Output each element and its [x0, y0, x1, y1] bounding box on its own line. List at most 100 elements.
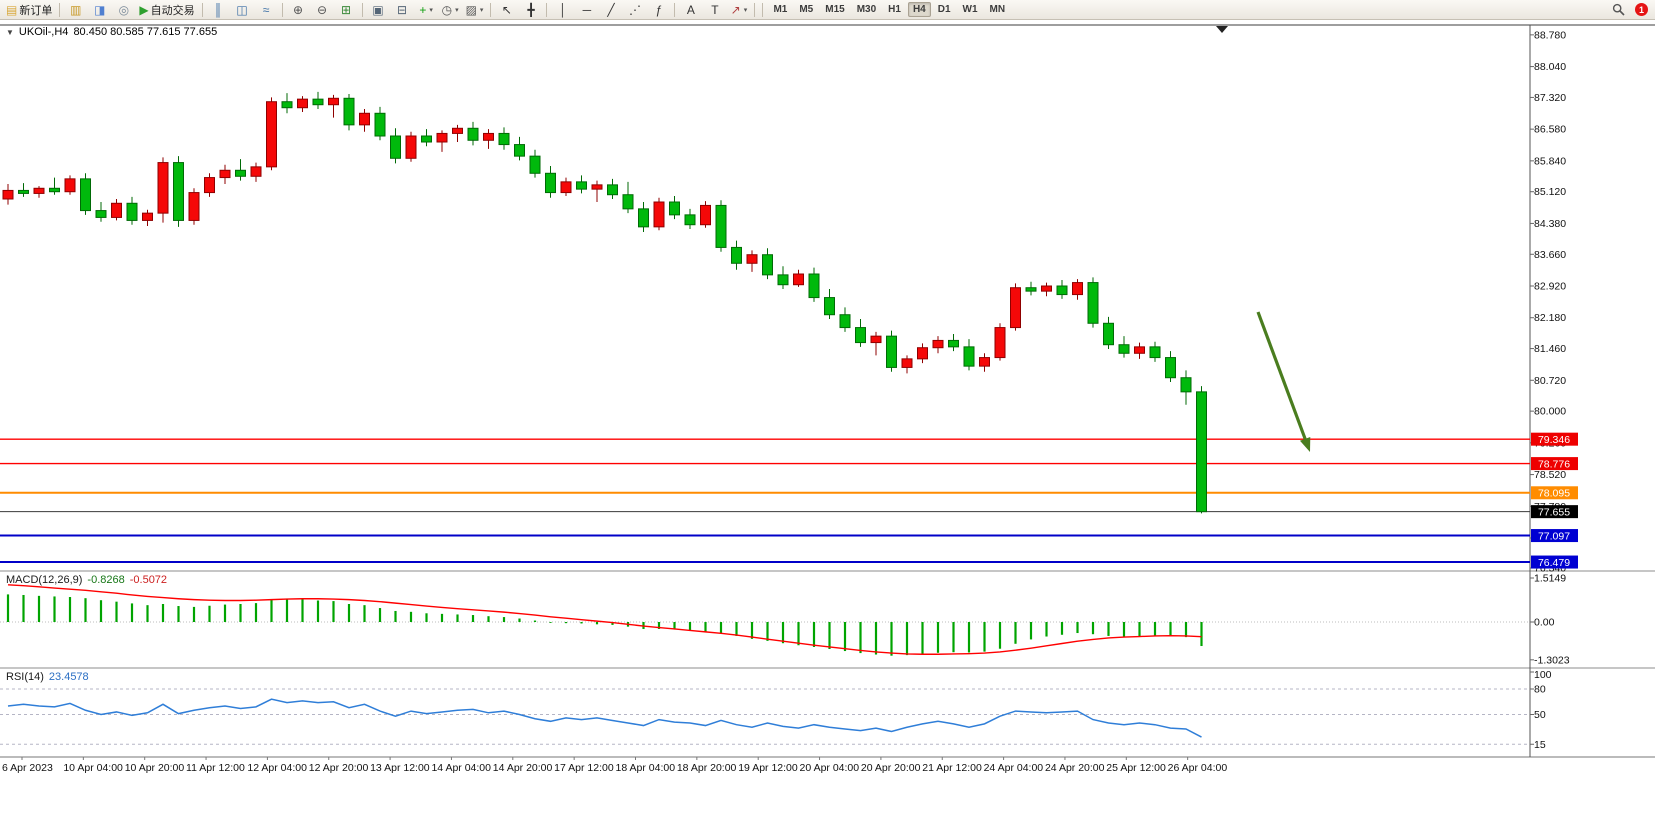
- candle: [591, 180, 603, 202]
- candle-body: [1165, 357, 1176, 379]
- trend-arrow-head: [1299, 436, 1311, 452]
- candle: [421, 129, 432, 147]
- candle-body: [979, 357, 990, 367]
- time-axis[interactable]: 6 Apr 2023 10 Apr 04:00 10 Apr 20:00 11 Apr…: [2, 757, 1227, 774]
- candle-body: [948, 339, 959, 348]
- charts-icon: ▥: [70, 2, 82, 17]
- trend-arrow[interactable]: [1256, 311, 1311, 452]
- candle: [1072, 279, 1083, 300]
- candle-body: [1025, 287, 1037, 292]
- vertical-line-button[interactable]: │: [551, 0, 574, 19]
- zoom-in-button[interactable]: ⊕: [287, 0, 310, 19]
- candlestick-chart-button[interactable]: ◫: [231, 0, 254, 19]
- text-button[interactable]: A: [679, 0, 702, 19]
- candle: [622, 181, 634, 214]
- price-label: 80.720: [1534, 375, 1566, 387]
- text-label-button[interactable]: T: [703, 0, 726, 19]
- candle-body: [1087, 282, 1099, 324]
- timeframe-mn[interactable]: MN: [989, 4, 1006, 15]
- channel-button[interactable]: ⋰: [623, 0, 646, 19]
- candle-body: [188, 192, 200, 221]
- timeframe-h4[interactable]: H4: [907, 2, 931, 17]
- timeframe-m1[interactable]: M1: [773, 4, 788, 15]
- timeframe-m30[interactable]: M30: [856, 4, 877, 15]
- candle-body: [405, 135, 417, 159]
- charts-button[interactable]: ▥: [64, 0, 87, 19]
- candle: [746, 250, 758, 272]
- one-click-trading-icon[interactable]: ▼: [6, 27, 14, 37]
- tile-windows-button[interactable]: ⊞: [335, 0, 358, 19]
- price-badge-text: 79.346: [1538, 434, 1570, 446]
- chart-canvas[interactable]: 88.780 88.040 87.320 86.580 85.840 85.120 84.3…: [0, 20, 1655, 825]
- fibonacci-button[interactable]: ƒ: [647, 0, 670, 19]
- templates-button[interactable]: ▨ ▾: [463, 0, 487, 19]
- timeframe-d1[interactable]: D1: [937, 4, 951, 15]
- timeframe-w1[interactable]: W1: [962, 4, 978, 15]
- chevron-down-icon: ▾: [479, 6, 484, 14]
- toolbar: ▤ 新订单 ▥ ◨ ◎ ▶ 自动交易 ║ ◫ ≈ ⊕ ⊖ ⊞ ▣ ⊟ + ▾ ◷ ▾ ▨ ▾ ↖ ╋ │ ─ ╱ ⋰ ƒ A T ↗ ▾ M1…: [0, 0, 1655, 20]
- candle: [80, 173, 91, 215]
- tile-horizontal-icon: ⊟: [397, 2, 408, 17]
- candle: [126, 196, 138, 225]
- candle: [886, 330, 897, 372]
- navigator-button[interactable]: ◎: [112, 0, 135, 19]
- price-badge-text: 78.776: [1538, 458, 1570, 470]
- crosshair-button[interactable]: ╋: [519, 0, 542, 19]
- search-button[interactable]: [1607, 0, 1630, 19]
- timeframe-h1[interactable]: H1: [888, 4, 901, 15]
- candle-body: [1041, 285, 1052, 292]
- line-chart-button[interactable]: ≈: [255, 0, 278, 19]
- indicators-button[interactable]: + ▾: [415, 0, 438, 19]
- horizontal-line-button[interactable]: ─: [575, 0, 598, 19]
- auto-trading-button[interactable]: ▶ 自动交易: [136, 0, 197, 19]
- bar-chart-button[interactable]: ║: [207, 0, 230, 19]
- toolbar-separator: [361, 2, 363, 17]
- candle: [204, 173, 215, 197]
- price-badge: 76.479: [1531, 555, 1578, 569]
- candle-body: [219, 169, 231, 179]
- price-label: 85.120: [1534, 186, 1566, 198]
- candle-body: [250, 166, 262, 177]
- candle: [514, 136, 525, 161]
- toolbar-separator: [281, 2, 283, 17]
- timeframe-m5[interactable]: M5: [799, 4, 814, 15]
- candle-body: [839, 314, 851, 329]
- market-watch-icon: ◨: [94, 2, 106, 17]
- new-order-button[interactable]: ▤ 新订单: [3, 0, 55, 19]
- market-watch-button[interactable]: ◨: [88, 0, 111, 19]
- tile-horizontal-button[interactable]: ⊟: [391, 0, 414, 19]
- candle: [390, 128, 401, 164]
- fibonacci-icon: ƒ: [655, 2, 663, 17]
- candle-body: [49, 187, 60, 193]
- candle: [1149, 341, 1161, 362]
- candle-body: [591, 184, 603, 190]
- cascade-windows-button[interactable]: ▣: [367, 0, 390, 19]
- candle-body: [514, 144, 525, 157]
- time-label: 20 Apr 20:00: [861, 762, 921, 774]
- timeframe-m15[interactable]: M15: [825, 4, 845, 15]
- candle: [266, 97, 277, 171]
- candle: [917, 343, 928, 364]
- candle-body: [901, 358, 913, 368]
- candle-body: [886, 335, 897, 368]
- arrows-button[interactable]: ↗ ▾: [727, 0, 750, 19]
- trendline-button[interactable]: ╱: [599, 0, 622, 19]
- candle-body: [824, 297, 835, 316]
- price-label: 78.520: [1534, 469, 1566, 481]
- periods-button[interactable]: ◷ ▾: [439, 0, 462, 19]
- indicators-plus-icon: +: [419, 2, 427, 17]
- candle: [1134, 342, 1145, 359]
- candle: [157, 157, 169, 223]
- chevron-down-icon: ▾: [429, 6, 433, 14]
- zoom-out-button[interactable]: ⊖: [311, 0, 334, 19]
- cursor-button[interactable]: ↖: [495, 0, 518, 19]
- candle-body: [173, 162, 184, 221]
- candle-body: [1149, 346, 1161, 359]
- time-label: 14 Apr 20:00: [493, 762, 553, 774]
- candle-body: [622, 194, 634, 210]
- notification-badge[interactable]: 1: [1635, 3, 1648, 16]
- cursor-icon: ↖: [501, 2, 512, 17]
- chart-shift-marker[interactable]: [1216, 26, 1228, 33]
- candle-body: [917, 347, 928, 360]
- price-label: 84.380: [1534, 218, 1566, 230]
